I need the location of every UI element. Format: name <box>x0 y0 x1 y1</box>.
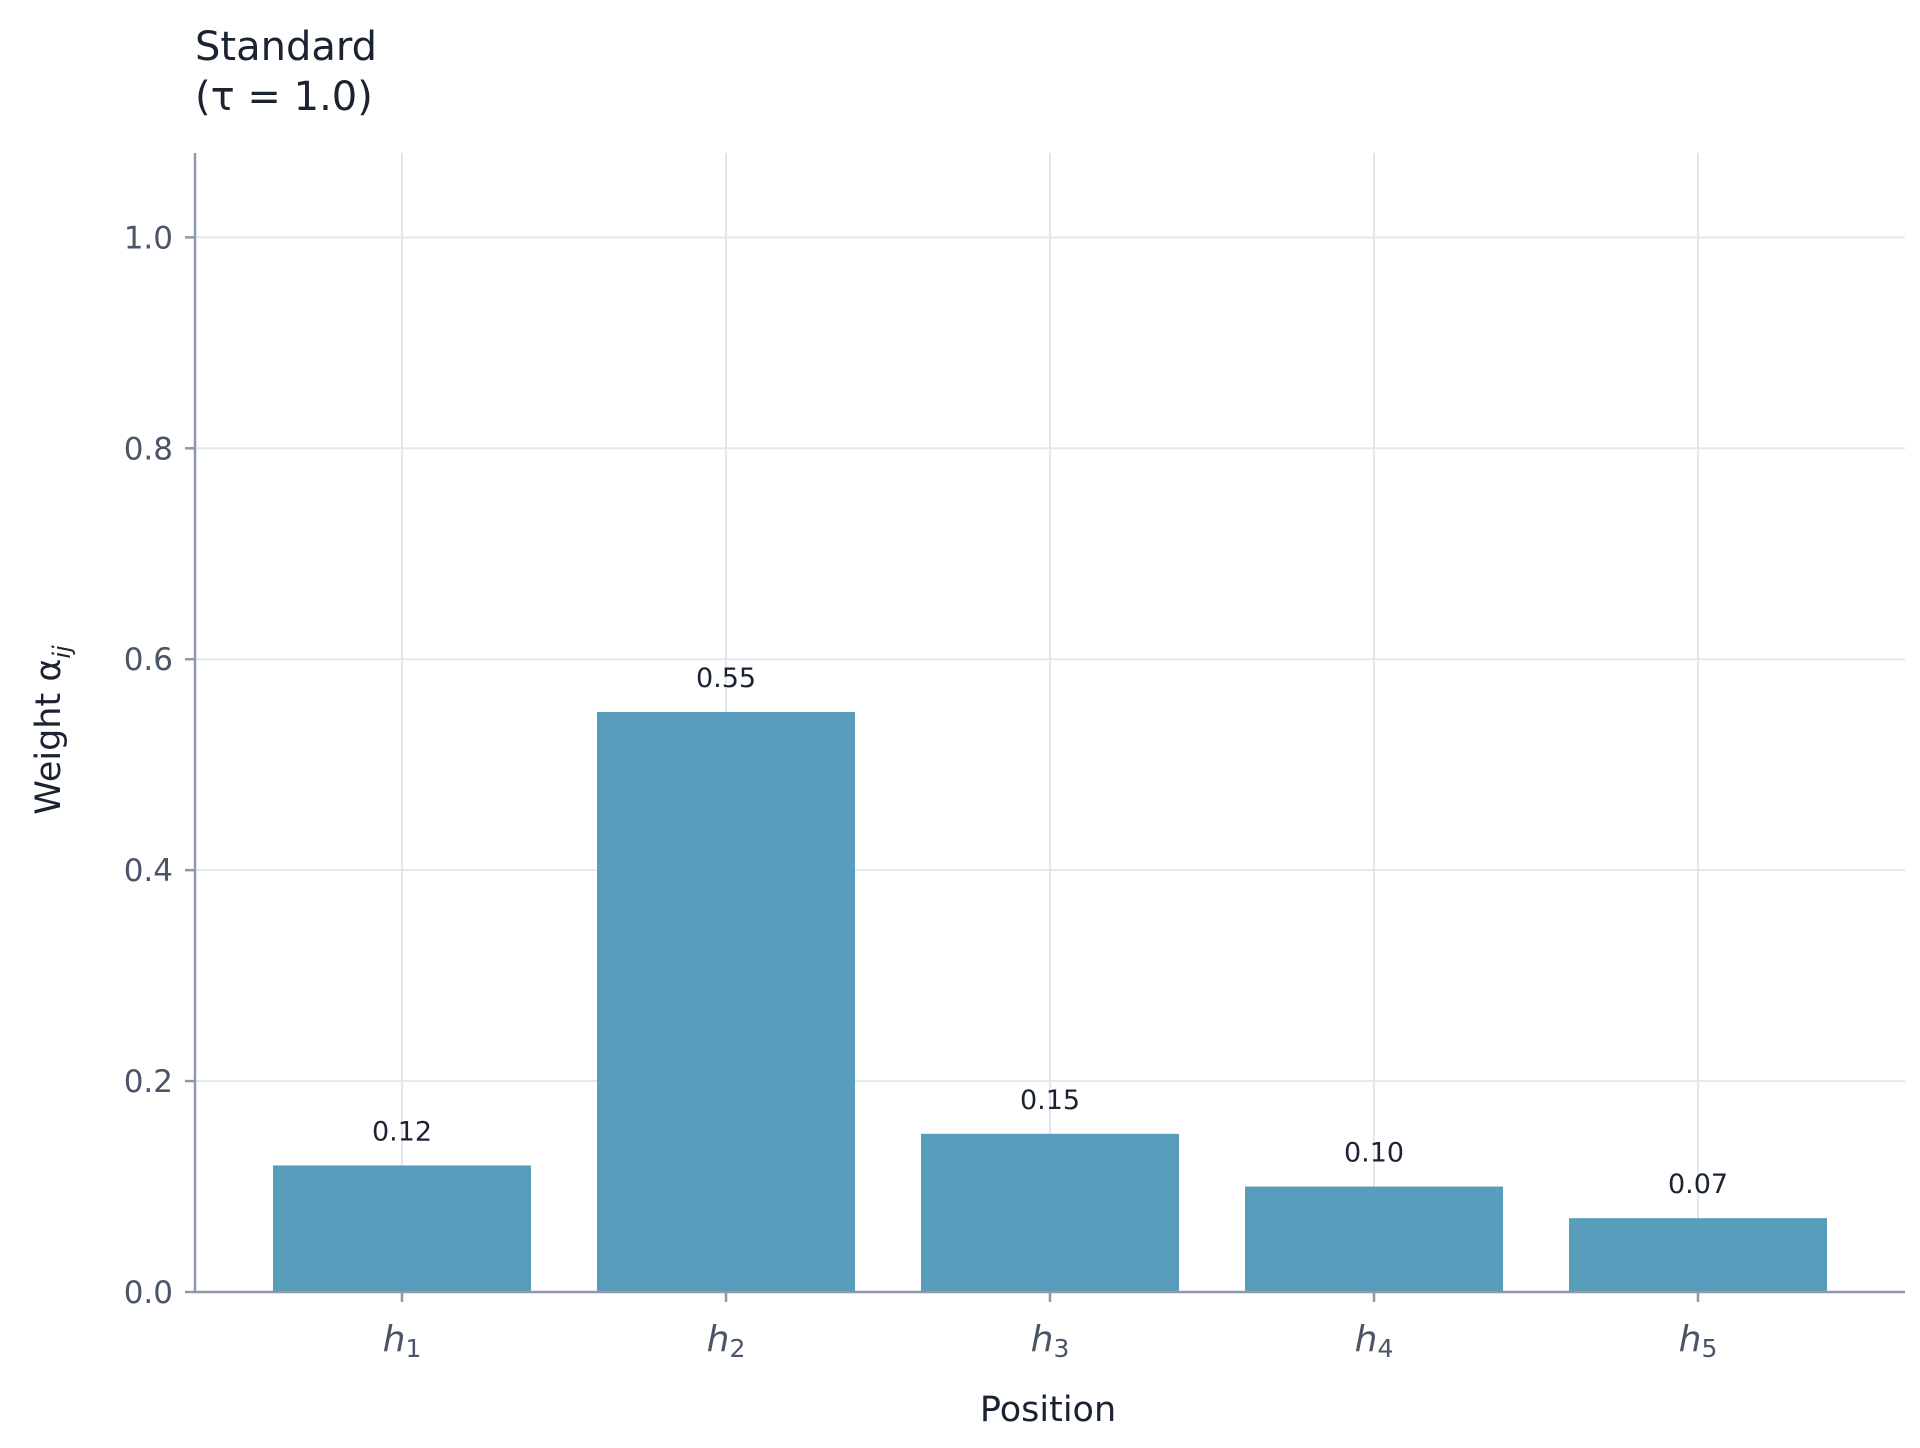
bar <box>597 711 855 1292</box>
bar <box>1569 1218 1827 1292</box>
x-ticks: h1 h2 h3 h4 h5 <box>383 1292 1718 1363</box>
bar <box>1245 1186 1503 1292</box>
bar <box>273 1165 531 1292</box>
y-tick-label: 0.6 <box>124 642 173 678</box>
chart-title-line2: (τ = 1.0) <box>195 74 373 120</box>
x-axis-label: Position <box>980 1390 1116 1430</box>
x-tick-label-subscript: 5 <box>1701 1334 1717 1363</box>
bar-value-label: 0.07 <box>1668 1169 1728 1200</box>
x-tick-label-subscript: 1 <box>405 1334 421 1363</box>
bar-value-label: 0.12 <box>372 1116 432 1147</box>
y-tick-label: 0.0 <box>124 1275 173 1311</box>
x-tick-label: h4 <box>1355 1319 1394 1363</box>
x-tick-label: h3 <box>1031 1319 1070 1363</box>
x-tick-label: h5 <box>1679 1319 1718 1363</box>
x-tick-label-base: h <box>1355 1319 1378 1360</box>
x-tick-label: h1 <box>383 1319 422 1363</box>
y-ticks: 0.0 0.2 0.4 0.6 0.8 1.0 <box>124 220 195 1311</box>
y-tick-label: 0.8 <box>124 431 173 467</box>
x-tick-label-subscript: 4 <box>1377 1334 1393 1363</box>
x-tick-label-subscript: 3 <box>1053 1334 1069 1363</box>
bar-value-label: 0.15 <box>1020 1085 1080 1116</box>
y-axis-label: Weight αij <box>29 645 76 815</box>
bars <box>273 711 1827 1292</box>
y-axis-label-subscript: ij <box>48 645 76 659</box>
x-tick-label-base: h <box>707 1319 730 1360</box>
x-tick-label-base: h <box>1679 1319 1702 1360</box>
y-axis-label-main: Weight α <box>29 659 69 815</box>
bar-value-label: 0.55 <box>696 663 756 694</box>
value-labels: 0.12 0.55 0.15 0.10 0.07 <box>372 663 1728 1200</box>
x-tick-label-base: h <box>383 1319 406 1360</box>
y-tick-label: 0.2 <box>124 1064 173 1100</box>
y-tick-label: 0.4 <box>124 853 173 889</box>
bar <box>921 1133 1179 1292</box>
x-tick-label-subscript: 2 <box>729 1334 745 1363</box>
x-tick-label-base: h <box>1031 1319 1054 1360</box>
x-tick-label: h2 <box>707 1319 746 1363</box>
grid <box>195 153 1905 1292</box>
chart-title-line1: Standard <box>195 24 377 70</box>
bar-value-label: 0.10 <box>1344 1138 1404 1169</box>
y-tick-label: 1.0 <box>124 220 173 256</box>
